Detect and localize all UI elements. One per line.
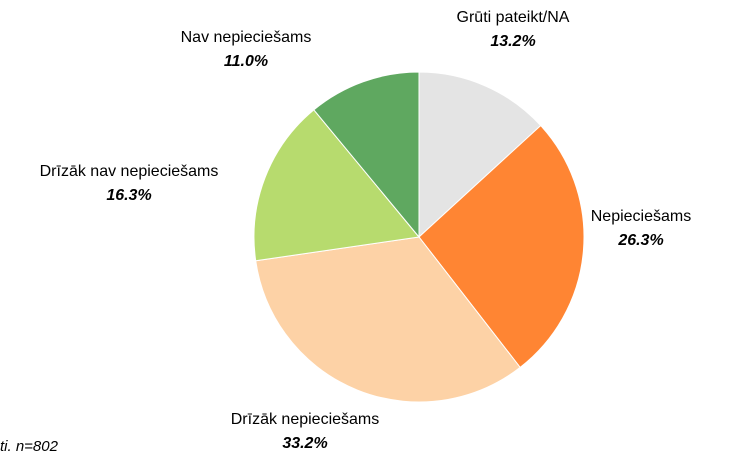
footnote: ti. n=802 (0, 438, 59, 455)
pie-slice (418, 71, 542, 239)
value-label: 11.0% (224, 53, 268, 70)
pie-slice (418, 124, 585, 369)
pie-slice (313, 71, 420, 239)
value-label: 16.3% (106, 187, 151, 204)
pie-slice (255, 236, 521, 403)
slice-label: Drīzāk nepieciešams (231, 411, 380, 428)
value-label: 33.2% (282, 435, 327, 452)
slice-label: Nepieciešams (591, 208, 691, 225)
value-label: 13.2% (490, 33, 535, 50)
slice-label: Drīzāk nav nepieciešams (40, 163, 219, 180)
pie-slice (253, 109, 420, 262)
value-label: 26.3% (617, 232, 663, 249)
slice-label: Nav nepieciešams (181, 29, 312, 46)
slice-label: Grūti pateikt/NA (457, 9, 570, 26)
